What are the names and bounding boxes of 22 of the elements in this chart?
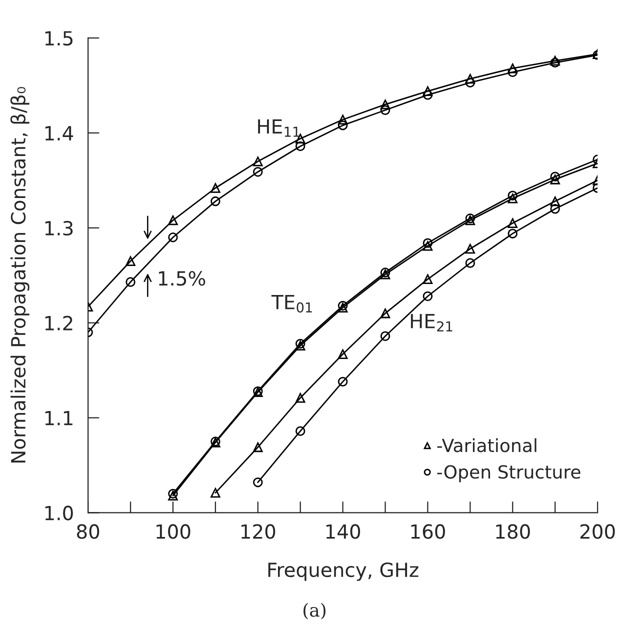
annotation: TE$_{01}$ bbox=[271, 295, 312, 313]
text: (a) bbox=[304, 602, 326, 620]
x-axis-title: Frequency, GHz bbox=[268, 562, 418, 581]
y-tick-label: 1.5 bbox=[45, 31, 72, 46]
x-tick-label: 180 bbox=[496, 524, 530, 539]
x-tick-label: 120 bbox=[241, 524, 276, 539]
annotation: 1.5% bbox=[158, 271, 206, 286]
y-tick-label: 1.4 bbox=[45, 126, 74, 140]
y-tick-label: 1.3 bbox=[45, 220, 73, 236]
legend-label: -Variational bbox=[437, 438, 536, 452]
x-tick-label: 140 bbox=[326, 524, 360, 539]
annotation: HE$_{11}$ bbox=[258, 119, 300, 137]
annotation: HE$_{21}$ bbox=[410, 314, 452, 332]
x-tick-label: 100 bbox=[156, 524, 190, 539]
y-axis-title: Normalized Propagation Constant, β/β₀ bbox=[10, 86, 30, 463]
y-tick-label: 1.0 bbox=[45, 506, 73, 520]
x-tick-label: 200 bbox=[580, 524, 615, 539]
x-tick-label: 80 bbox=[77, 524, 100, 539]
legend-label: -Open Structure bbox=[437, 465, 580, 482]
x-tick-label: 160 bbox=[411, 524, 445, 539]
y-tick-label: 1.1 bbox=[45, 410, 72, 426]
y-tick-label: 1.2 bbox=[45, 316, 72, 330]
